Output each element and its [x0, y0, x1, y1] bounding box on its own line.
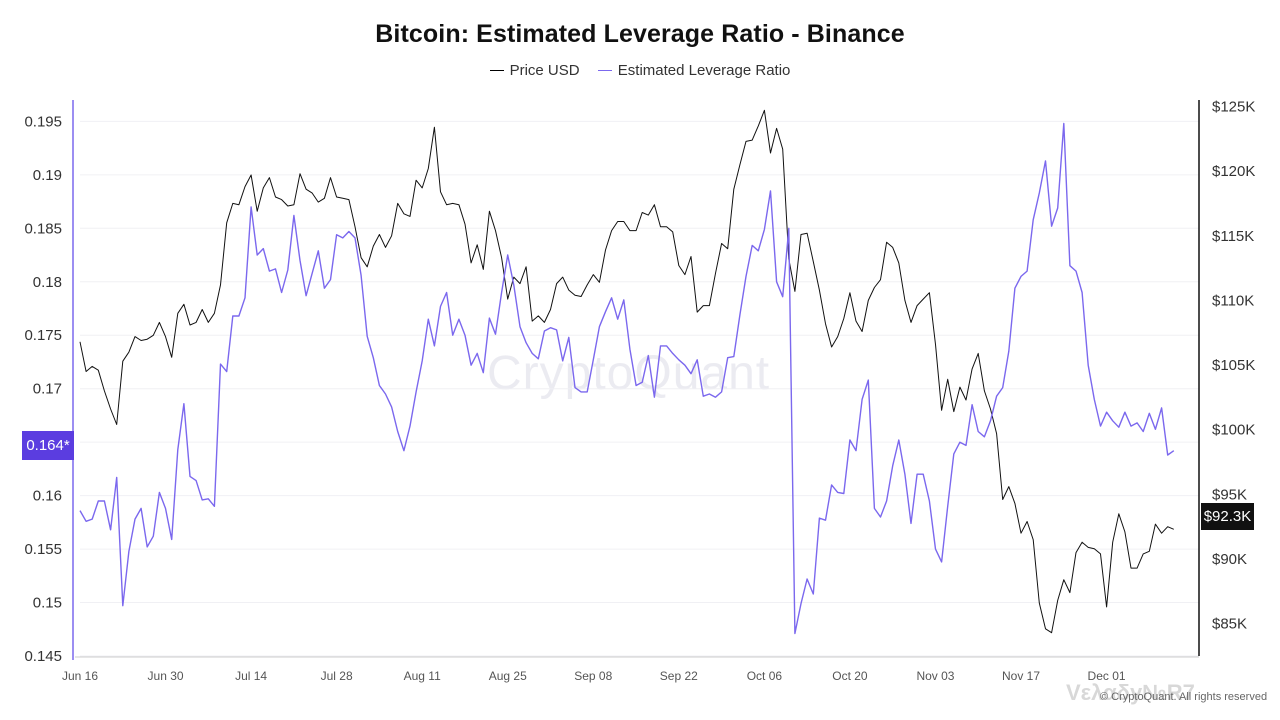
legend-swatch-price	[489, 69, 504, 71]
left-tick-label: 0.15	[33, 595, 62, 612]
x-axis: Jun 16 Jun 30 Jul 14 Jul 28 Aug 11 Aug 25 Sep …	[62, 656, 1199, 683]
x-tick-label: Oct 20	[832, 669, 868, 683]
legend-label-leverage: Estimated Leverage Ratio	[617, 62, 791, 79]
left-tick-label: 0.17	[33, 381, 62, 398]
left-tick-label: 0.18	[33, 274, 62, 291]
series-layer	[79, 109, 1175, 635]
left-tick-label: 0.145	[24, 648, 62, 665]
x-tick-label: Aug 11	[404, 669, 441, 683]
x-tick-label: Aug 25	[489, 669, 527, 683]
x-tick-label: Jun 16	[62, 669, 98, 683]
right-tick-label: $95K	[1212, 486, 1247, 503]
right-tick-label: $85K	[1212, 616, 1247, 633]
left-axis: 0.1950.190.1850.180.1750.170.1650.160.15…	[24, 100, 74, 665]
right-tick-label: $120K	[1212, 163, 1255, 180]
right-tick-label: $100K	[1212, 422, 1255, 439]
brand-overlay: Vελαδy№R7	[1066, 680, 1195, 705]
right-tick-label: $110K	[1212, 292, 1254, 309]
x-tick-label: Nov 17	[1002, 669, 1040, 683]
price-series-line	[79, 109, 1174, 634]
left-tick-label: 0.195	[24, 113, 62, 130]
left-tick-label: 0.16	[33, 488, 62, 505]
left-tick-label: 0.19	[33, 167, 62, 184]
x-tick-label: Sep 08	[574, 669, 612, 683]
x-tick-label: Nov 03	[916, 669, 954, 683]
current-leverage-flag: 0.164*	[22, 431, 74, 460]
legend: Price USD Estimated Leverage Ratio	[0, 62, 1280, 79]
x-tick-label: Sep 22	[660, 669, 698, 683]
x-tick-label: Oct 06	[747, 669, 783, 683]
right-axis: $125K $120K $115K $110K $105K $100K $95K $90K $8…	[1198, 98, 1255, 656]
right-tick-label: $105K	[1212, 357, 1255, 374]
leverage-series-line	[79, 122, 1175, 635]
legend-label-price: Price USD	[509, 62, 580, 79]
left-tick-label: 0.175	[24, 327, 62, 344]
x-tick-label: Dec 01	[1088, 669, 1126, 683]
legend-item-price[interactable]: Price USD	[489, 62, 580, 79]
legend-swatch-leverage	[597, 69, 612, 71]
copyright-credit: © CryptoQuant. All rights reserved	[1100, 691, 1268, 703]
grid	[80, 120, 1199, 657]
legend-item-leverage[interactable]: Estimated Leverage Ratio	[597, 62, 791, 79]
x-tick-label: Jun 30	[148, 669, 184, 683]
x-tick-label: Jul 28	[321, 669, 353, 683]
chart-title: Bitcoin: Estimated Leverage Ratio - Bina…	[375, 20, 905, 48]
right-tick-label: $115K	[1212, 228, 1254, 245]
right-tick-label: $125K	[1212, 98, 1255, 115]
current-price-flag: $92.3K	[1201, 503, 1254, 530]
left-tick-label: 0.185	[24, 220, 62, 237]
left-tick-label: 0.155	[24, 541, 62, 558]
x-tick-label: Jul 14	[235, 669, 267, 683]
right-tick-label: $90K	[1212, 551, 1247, 568]
